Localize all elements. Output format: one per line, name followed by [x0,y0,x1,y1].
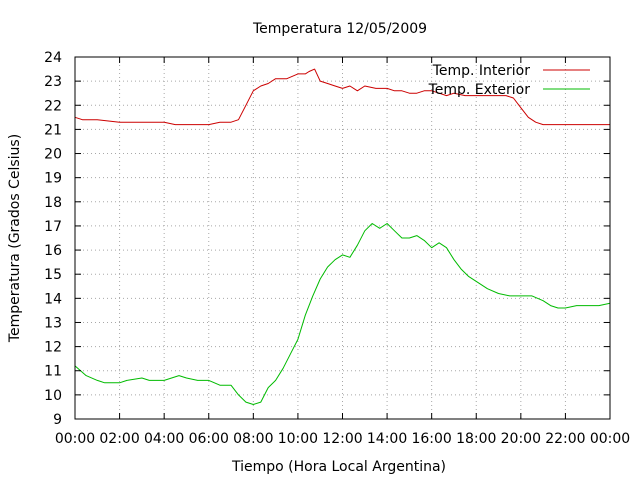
y-tick-label: 10 [44,388,62,404]
x-tick-label: 00:00 [55,431,95,447]
x-tick-label: 16:00 [411,431,451,447]
y-tick-label: 24 [44,50,62,66]
x-tick-label: 14:00 [367,431,407,447]
y-tick-label: 19 [44,171,62,187]
x-tick-label: 00:00 [590,431,630,447]
y-tick-label: 21 [44,122,62,138]
x-tick-label: 12:00 [322,431,362,447]
legend: Temp. Interior Temp. Exterior [428,63,590,98]
y-tick-label: 23 [44,74,62,90]
series-layer [74,68,611,405]
y-tick-label: 15 [44,267,62,283]
x-tick-label: 10:00 [278,431,318,447]
y-tick-label: 18 [44,195,62,211]
y-tick-label: 14 [44,291,62,307]
chart-title: Temperatura 12/05/2009 [252,21,427,37]
x-tick-label: 20:00 [501,431,541,447]
y-tick-label: 9 [53,412,62,428]
x-tick-label: 06:00 [189,431,229,447]
series-line-interior [74,68,610,126]
y-tick-label: 11 [44,364,62,380]
x-tick-label: 18:00 [456,431,496,447]
x-tick-label: 02:00 [99,431,139,447]
y-tick-label: 12 [44,340,62,356]
y-tick-label: 13 [44,315,62,331]
tick-layer: 00:00 02:00 04:00 06:00 08:00 10:00 12:00 14:00… [44,50,630,447]
y-tick-label: 20 [44,147,62,163]
grid-layer [75,57,610,419]
y-axis-label: Temperatura (Grados Celsius) [7,134,23,343]
x-tick-label: 22:00 [545,431,585,447]
y-tick-label: 22 [44,98,62,114]
legend-label: Temp. Exterior [428,82,531,98]
x-axis-label: Tiempo (Hora Local Argentina) [231,459,446,475]
x-tick-label: 08:00 [233,431,273,447]
y-tick-label: 16 [44,243,62,259]
series-line-exterior [74,223,611,405]
y-tick-label: 17 [44,219,62,235]
x-tick-label: 04:00 [144,431,184,447]
legend-label: Temp. Interior [432,63,531,79]
